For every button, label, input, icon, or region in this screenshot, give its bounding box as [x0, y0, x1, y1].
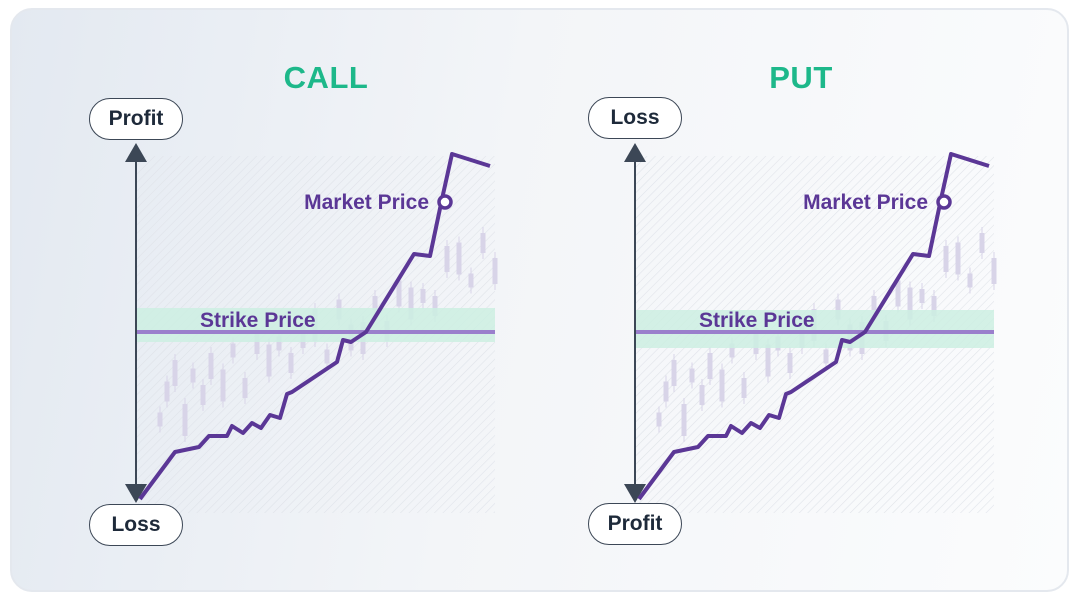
candle-body — [689, 368, 695, 383]
call-axis-bottom-label: Loss — [89, 504, 183, 546]
call-strike-price-label: Strike Price — [200, 309, 316, 332]
candle-body — [943, 246, 949, 272]
candle-body — [931, 296, 937, 316]
candle-body — [190, 368, 196, 383]
candle-body — [468, 273, 474, 288]
candle-body — [671, 360, 677, 386]
candle-body — [787, 353, 793, 373]
diagram-card: CALL Market Price Strike Price Market Pric… — [10, 8, 1069, 592]
candle-body — [835, 299, 841, 320]
candle-body — [456, 242, 462, 275]
strike-band — [634, 310, 994, 348]
candle-body — [907, 287, 913, 320]
put-strike-price-label: Strike Price — [699, 309, 815, 332]
candle-body — [719, 369, 725, 402]
candle-body — [242, 378, 248, 398]
price-path — [637, 152, 990, 501]
candle-body — [741, 378, 747, 398]
put-title: PUT — [769, 60, 833, 95]
candle-body — [372, 296, 378, 310]
axis-arrow-down-icon — [624, 484, 646, 503]
price-path — [138, 152, 491, 501]
candle-body — [480, 233, 486, 253]
candle-body — [699, 385, 705, 405]
market-price-marker — [936, 194, 952, 210]
candle-body — [164, 381, 170, 402]
candle-body — [492, 258, 498, 284]
candle-body — [823, 349, 829, 364]
candle-body — [408, 287, 414, 320]
candle-body — [729, 343, 735, 358]
candle-body — [157, 412, 163, 427]
candle-body — [656, 412, 662, 427]
put-axis-bottom-label: Profit — [588, 503, 682, 545]
call-chart-group: Market Price Strike Price — [125, 143, 498, 513]
candle-body — [919, 289, 925, 303]
candle-body — [663, 381, 669, 402]
candle-body — [324, 349, 330, 364]
candle-body — [200, 385, 206, 405]
strike-band — [135, 308, 495, 342]
candle-body — [991, 258, 997, 284]
candle-body — [266, 344, 272, 377]
candle-body — [276, 336, 282, 351]
candle-body — [172, 360, 178, 386]
candle-body — [707, 353, 713, 379]
call-market-price-label: Market Price — [304, 191, 429, 214]
call-plot: Market Price Strike Price Market Price Stri… — [125, 143, 997, 513]
candle-body — [444, 246, 450, 272]
candle-body — [765, 344, 771, 377]
call-axis-top-label: Profit — [89, 98, 183, 140]
candle-body — [895, 280, 901, 307]
candle-body — [220, 369, 226, 402]
put-chart-group: Market Price Strike Price — [624, 143, 997, 513]
candle-body — [979, 233, 985, 253]
candle-body — [230, 343, 236, 358]
candle-body — [208, 353, 214, 379]
market-price-marker — [437, 194, 453, 210]
candle-body — [288, 353, 294, 373]
candle-body — [432, 296, 438, 316]
put-market-price-label: Market Price — [803, 191, 928, 214]
axis-arrow-up-icon — [125, 143, 147, 162]
candle-body — [871, 296, 877, 310]
candle-body — [396, 280, 402, 307]
axis-arrow-down-icon — [125, 484, 147, 503]
put-axis-top-label: Loss — [588, 97, 682, 139]
candle-body — [681, 404, 687, 436]
candle-body — [967, 273, 973, 288]
candle-body — [955, 242, 961, 275]
candle-body — [182, 404, 188, 436]
axis-arrow-up-icon — [624, 143, 646, 162]
candle-body — [420, 289, 426, 303]
call-title: CALL — [283, 60, 369, 95]
